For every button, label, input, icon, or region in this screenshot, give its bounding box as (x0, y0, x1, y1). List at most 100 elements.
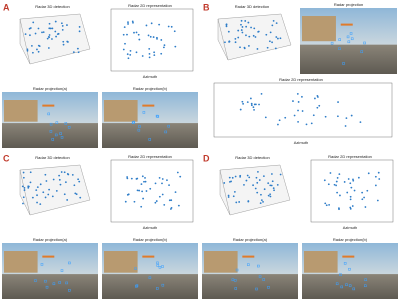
axes (110, 8, 194, 72)
axes (310, 159, 394, 223)
point (55, 35, 57, 38)
point (257, 171, 259, 173)
point (263, 188, 266, 191)
point (336, 115, 339, 118)
point (46, 37, 49, 40)
point (42, 31, 45, 34)
point (58, 178, 61, 181)
plot-title: Radar 2D representation (128, 3, 172, 8)
point (310, 122, 313, 125)
point (266, 46, 269, 49)
point (297, 101, 300, 103)
point (145, 24, 148, 27)
point (271, 24, 274, 27)
point (144, 180, 147, 183)
point (54, 20, 57, 23)
point (260, 92, 263, 95)
point (132, 21, 134, 24)
point (227, 30, 230, 33)
point (127, 57, 130, 60)
detection-box (158, 266, 162, 269)
point (138, 38, 141, 41)
marker (340, 23, 353, 26)
point (66, 24, 68, 26)
point (329, 172, 332, 174)
point (284, 116, 287, 119)
point (248, 35, 251, 38)
point (177, 204, 180, 207)
point (258, 103, 260, 106)
building (4, 100, 38, 122)
point (31, 196, 34, 199)
point (333, 183, 336, 186)
photo-title: Radar projection(a) (233, 237, 268, 242)
plot-title: Radar 2D representation (128, 154, 172, 159)
point (60, 22, 63, 25)
photo-title: Radar projection (334, 2, 363, 7)
detection-box (233, 279, 237, 282)
detection-box (262, 278, 265, 281)
point (361, 198, 364, 201)
point (240, 29, 243, 31)
point (49, 27, 52, 30)
point (51, 38, 53, 40)
point (243, 183, 245, 186)
point (349, 195, 352, 198)
point (239, 175, 242, 178)
point (357, 176, 360, 179)
point (223, 182, 226, 184)
marker (42, 255, 55, 258)
point (246, 101, 249, 104)
point (62, 43, 65, 46)
photo-title: Radar projection(a) (33, 86, 68, 91)
point (316, 94, 319, 97)
point (267, 194, 270, 197)
point (245, 34, 247, 37)
point (129, 53, 132, 56)
point (34, 32, 37, 35)
detection-box (67, 126, 71, 129)
point (256, 191, 259, 194)
point (256, 181, 259, 184)
point (276, 183, 279, 186)
detection-box (34, 279, 37, 282)
point (174, 191, 177, 194)
point (323, 179, 326, 182)
point (278, 119, 281, 122)
point (350, 114, 353, 117)
marker (142, 104, 155, 107)
detection-box (47, 112, 50, 116)
point (257, 30, 260, 33)
point (364, 206, 367, 208)
detection-box (255, 287, 258, 291)
point (47, 193, 50, 196)
point (253, 103, 256, 106)
point (44, 173, 47, 176)
point (78, 30, 81, 33)
point (361, 191, 364, 194)
point (48, 188, 51, 191)
point (168, 199, 171, 202)
point (246, 174, 249, 177)
point (78, 180, 81, 183)
detection-box (235, 268, 239, 272)
point (262, 175, 265, 178)
point (256, 48, 259, 50)
point (234, 41, 237, 44)
point (61, 28, 64, 31)
point (335, 184, 338, 187)
point (71, 173, 74, 176)
point (267, 182, 270, 185)
point (328, 204, 331, 206)
point (253, 27, 256, 30)
point (162, 46, 165, 49)
point (22, 171, 25, 174)
point (316, 106, 319, 109)
point (141, 175, 144, 178)
point (255, 176, 258, 179)
point (239, 108, 242, 111)
point (325, 204, 328, 207)
point (258, 179, 261, 181)
point (173, 30, 176, 33)
point (127, 21, 129, 24)
